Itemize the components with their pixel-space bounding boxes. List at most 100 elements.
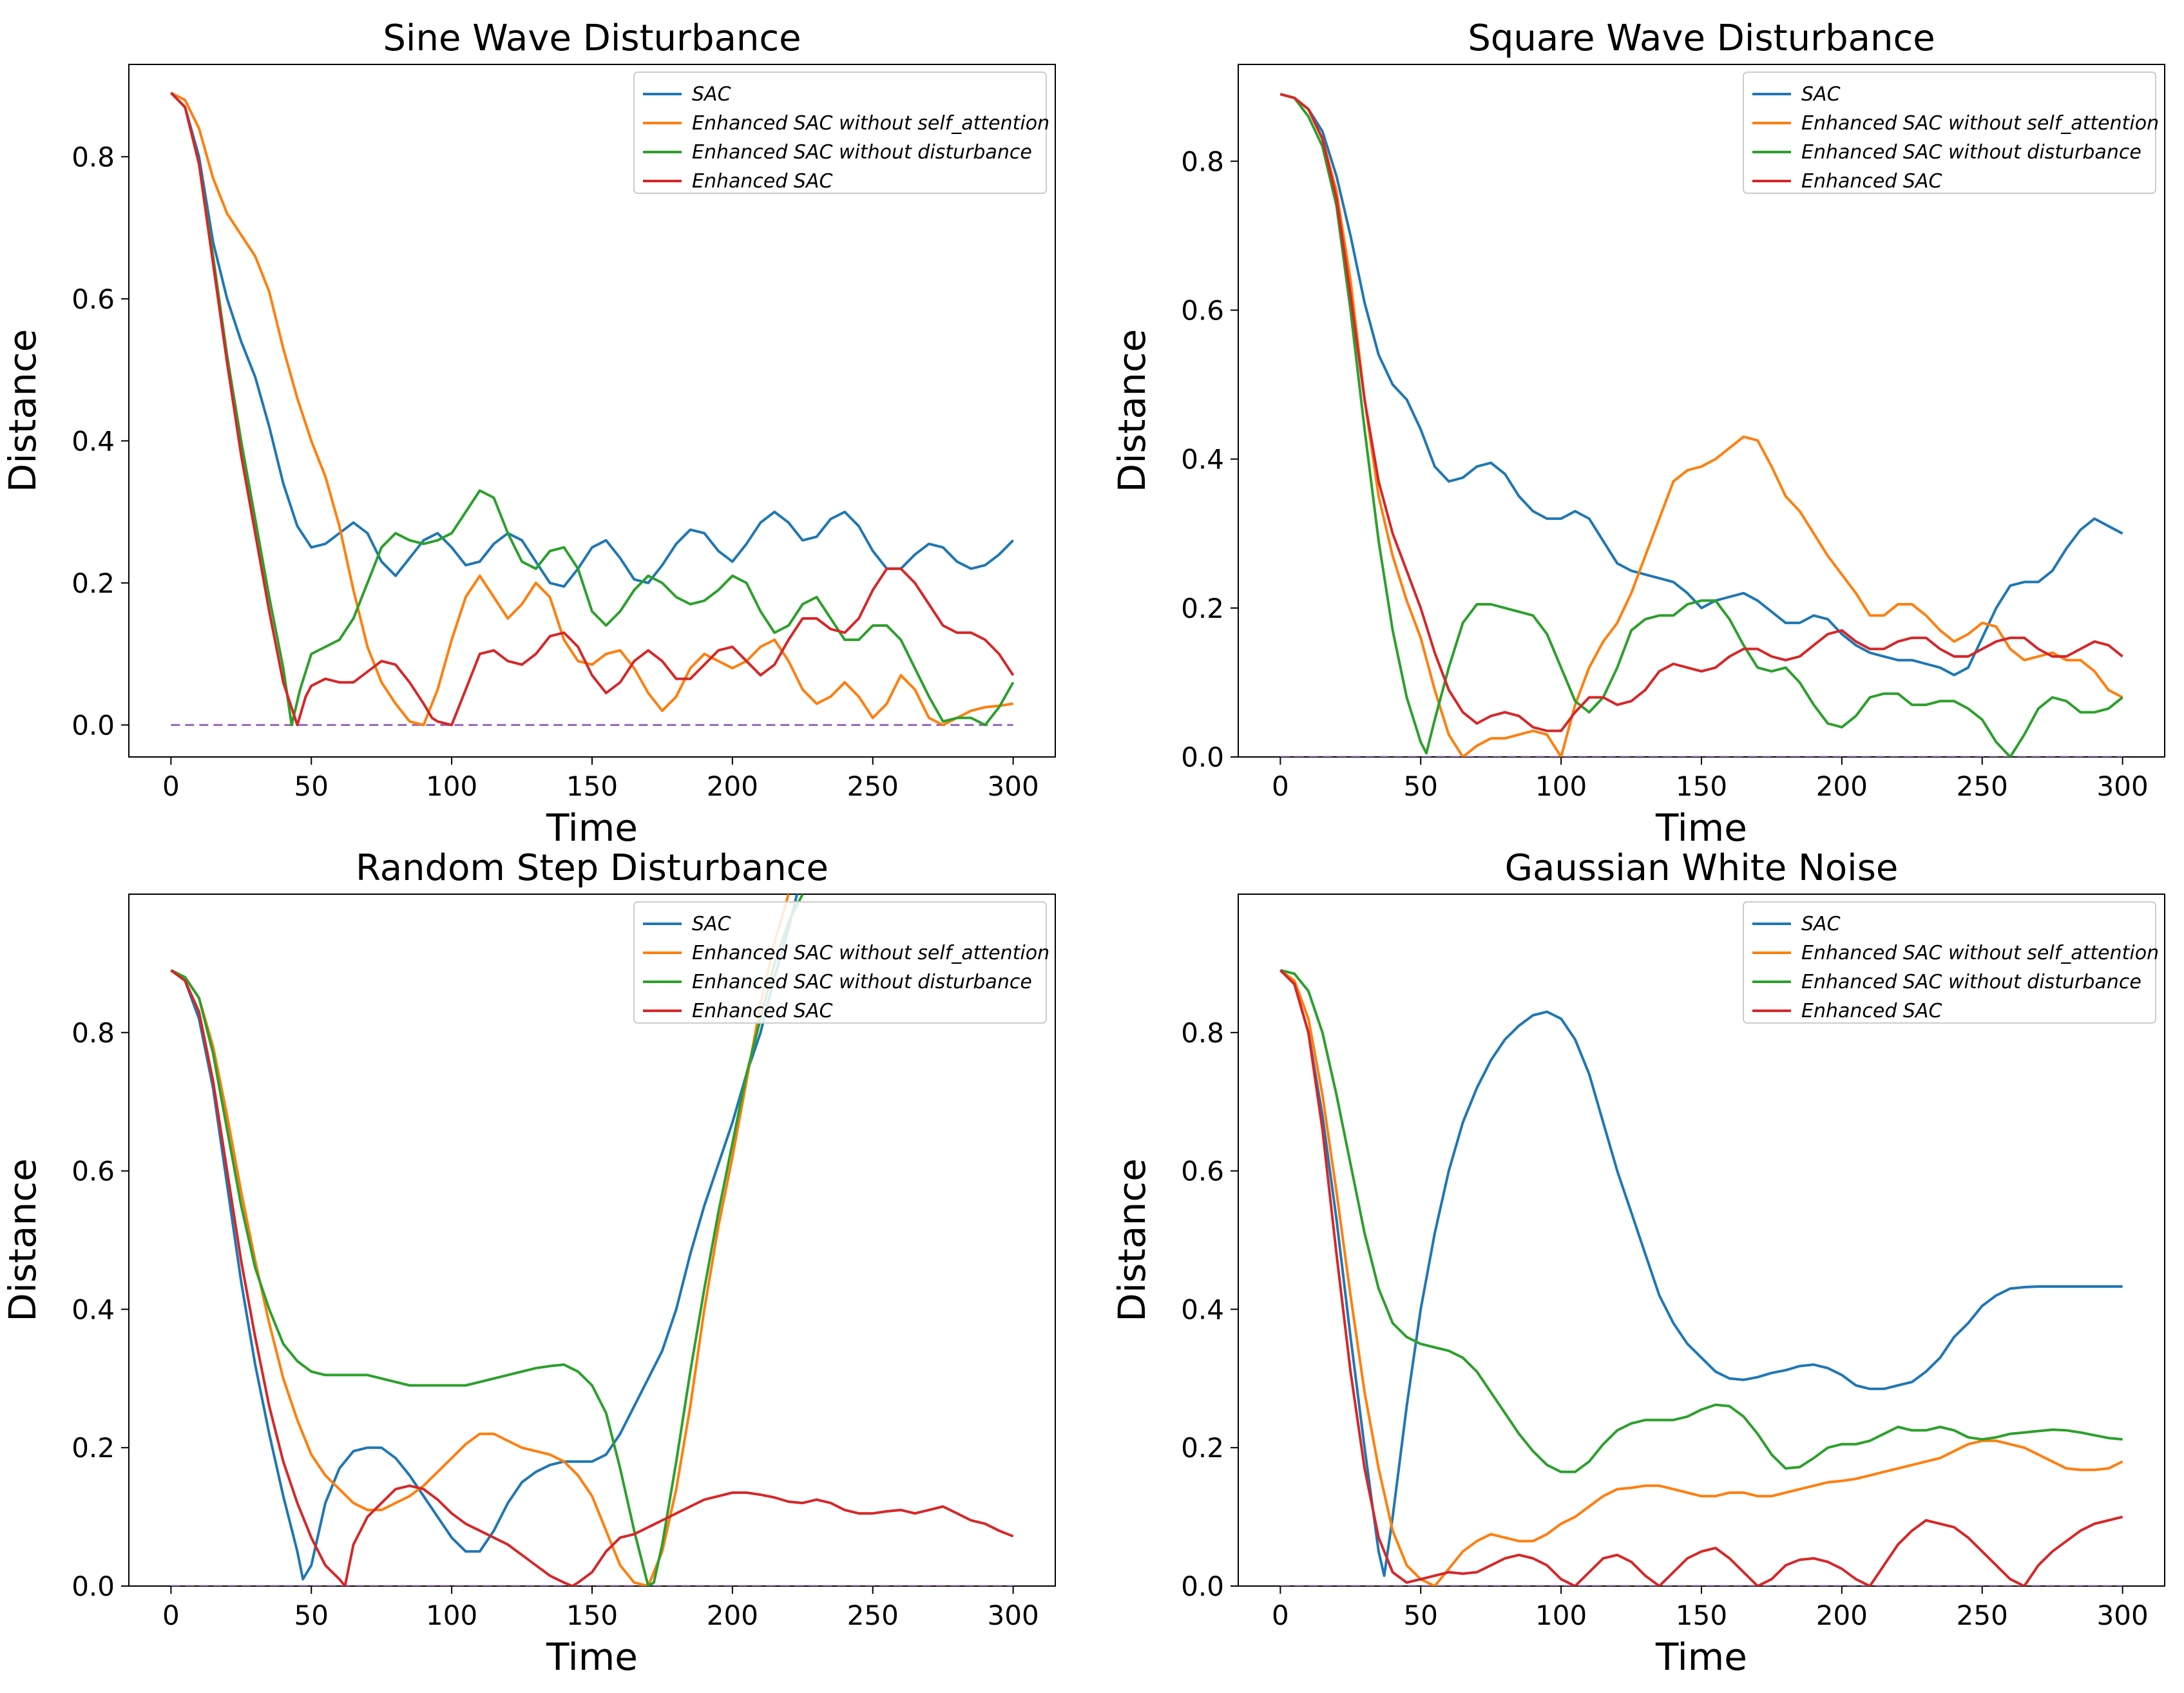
legend-label: SAC <box>692 913 731 935</box>
series-line-2 <box>1279 969 2123 1586</box>
chart-title: Gaussian White Noise <box>1505 847 1899 889</box>
x-tick-label: 250 <box>1957 770 2008 802</box>
legend-label: SAC <box>1801 83 1841 106</box>
series-line-3 <box>1279 93 2123 757</box>
legend-label: Enhanced SAC <box>692 1000 832 1022</box>
series-line-1 <box>1279 93 2123 676</box>
x-tick-label: 50 <box>294 770 329 802</box>
series-line-4 <box>1279 969 2123 1586</box>
y-axis-label: Distance <box>1 1158 44 1322</box>
x-axis-label: Time <box>1655 806 1747 850</box>
legend-box <box>1743 901 2156 1024</box>
legend-box <box>633 72 1047 194</box>
x-tick-label: 150 <box>1676 1600 1727 1631</box>
x-tick-label: 100 <box>426 770 477 802</box>
x-tick-label: 50 <box>1404 1600 1438 1631</box>
series-line-3 <box>170 894 804 1586</box>
series-line-3 <box>1279 969 2123 1473</box>
x-tick-label: 100 <box>1535 770 1587 802</box>
y-axis-label: Distance <box>1110 329 1154 493</box>
y-tick-label: 0.6 <box>1181 1156 1224 1187</box>
x-tick-label: 100 <box>1535 1600 1587 1631</box>
legend: SAC Enhanced SAC without self_attention En… <box>1743 901 2159 1024</box>
series-line-4 <box>170 969 1014 1586</box>
x-tick-label: 200 <box>1816 770 1868 802</box>
series-line-2 <box>1279 93 2123 757</box>
x-axis-label: Time <box>1655 1635 1747 1679</box>
y-tick-label: 0.8 <box>72 141 115 173</box>
chart-title: Sine Wave Disturbance <box>383 17 801 59</box>
legend-label: SAC <box>692 83 731 106</box>
x-tick-label: 0 <box>1272 1600 1289 1631</box>
legend-label: Enhanced SAC without disturbance <box>1801 971 2141 993</box>
legend: SAC Enhanced SAC without self_attention En… <box>1743 72 2159 194</box>
x-tick-label: 200 <box>707 770 758 802</box>
x-tick-label: 250 <box>1957 1600 2008 1631</box>
y-tick-label: 0.0 <box>1181 1571 1224 1602</box>
y-tick-label: 0.4 <box>1181 1294 1224 1325</box>
y-tick-label: 0.0 <box>72 709 115 741</box>
legend-label: Enhanced SAC without self_attention <box>692 942 1049 964</box>
legend-box <box>1743 72 2156 194</box>
chart-panel-1: Sine Wave Disturbance 0 50 100 150 200 250 300 0… <box>1 17 1056 850</box>
chart-title: Square Wave Disturbance <box>1468 17 1935 59</box>
x-tick-label: 150 <box>1676 770 1727 802</box>
legend-label: Enhanced SAC <box>692 170 832 193</box>
x-tick-label: 300 <box>2097 1600 2149 1631</box>
x-tick-label: 0 <box>162 1600 180 1631</box>
x-tick-label: 50 <box>294 1600 329 1631</box>
legend-label: Enhanced SAC without self_attention <box>1801 112 2159 135</box>
y-tick-label: 0.2 <box>72 1432 115 1464</box>
x-tick-label: 250 <box>847 1600 899 1631</box>
x-axis-label: Time <box>546 806 638 850</box>
series-line-2 <box>170 894 790 1586</box>
legend: SAC Enhanced SAC without self_attention En… <box>633 72 1049 194</box>
legend-label: Enhanced SAC without disturbance <box>1801 141 2141 164</box>
x-tick-label: 100 <box>426 1600 477 1631</box>
chart-panel-2: Square Wave Disturbance 0 50 100 150 200 250 30… <box>1110 17 2165 850</box>
y-tick-label: 0.8 <box>1181 146 1224 177</box>
x-axis-label: Time <box>546 1635 638 1679</box>
x-tick-label: 150 <box>566 770 618 802</box>
x-tick-label: 150 <box>566 1600 618 1631</box>
x-tick-label: 200 <box>1816 1600 1868 1631</box>
series-line-1 <box>170 894 799 1581</box>
x-tick-label: 300 <box>988 770 1039 802</box>
legend-label: Enhanced SAC without self_attention <box>692 112 1049 135</box>
y-tick-label: 0.6 <box>72 1156 115 1187</box>
y-tick-label: 0.8 <box>1181 1017 1224 1049</box>
y-tick-label: 0.0 <box>1181 741 1224 773</box>
x-tick-label: 0 <box>1272 770 1289 802</box>
y-tick-label: 0.2 <box>72 568 115 599</box>
series-line-2 <box>170 91 1013 727</box>
legend-label: Enhanced SAC <box>1801 1000 1942 1022</box>
y-axis-label: Distance <box>1 329 44 493</box>
x-tick-label: 50 <box>1404 770 1438 802</box>
series-line-3 <box>169 91 1015 727</box>
legend-label: SAC <box>1801 913 1841 935</box>
series-line-1 <box>169 91 1015 588</box>
series-line-4 <box>1279 93 2123 732</box>
legend-box <box>633 901 1047 1024</box>
legend-label: Enhanced SAC without self_attention <box>1801 942 2159 964</box>
chart-panel-3: Random Step Disturbance 0 50 100 150 200 250 30… <box>1 847 1056 1679</box>
y-tick-label: 0.0 <box>72 1571 115 1602</box>
chart-title: Random Step Disturbance <box>356 847 829 889</box>
y-axis-label: Distance <box>1110 1158 1154 1322</box>
legend-label: Enhanced SAC without disturbance <box>692 141 1032 164</box>
y-tick-label: 0.6 <box>1181 294 1224 326</box>
y-tick-label: 0.6 <box>72 283 115 315</box>
x-tick-label: 200 <box>707 1600 758 1631</box>
y-tick-label: 0.2 <box>1181 1432 1224 1464</box>
x-tick-label: 0 <box>162 770 180 802</box>
y-tick-label: 0.2 <box>1181 593 1224 624</box>
series-line-1 <box>1279 969 2123 1577</box>
legend-label: Enhanced SAC without disturbance <box>692 971 1032 993</box>
chart-panel-4: Gaussian White Noise 0 50 100 150 200 250 300 0.… <box>1110 847 2165 1679</box>
y-tick-label: 0.4 <box>72 425 115 457</box>
y-tick-label: 0.8 <box>72 1017 115 1049</box>
legend-label: Enhanced SAC <box>1801 170 1942 193</box>
series-line-4 <box>169 91 1015 727</box>
x-tick-label: 300 <box>988 1600 1039 1631</box>
